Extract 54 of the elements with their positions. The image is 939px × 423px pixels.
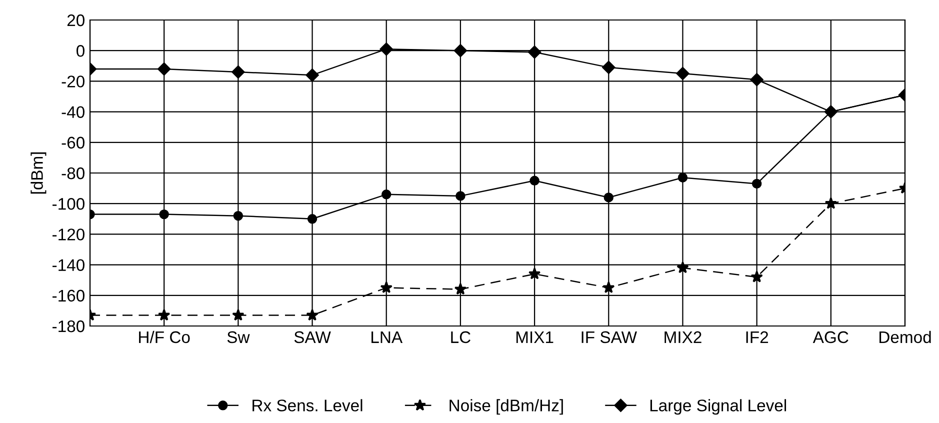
point [824, 197, 838, 209]
point [676, 261, 689, 274]
point [158, 62, 171, 76]
x-tick-label: AGC [812, 331, 848, 344]
x-tick-label: H/F Co [139, 330, 190, 344]
point [678, 172, 688, 182]
y-tick-label: -20 [62, 76, 84, 88]
point [602, 281, 615, 294]
x-tick-label: Sw [227, 331, 250, 344]
point [306, 308, 318, 321]
legend-label: Rx Sens. Level [252, 399, 362, 412]
x-tick-label: LC [451, 331, 470, 344]
point [232, 65, 245, 79]
y-tick-label: -160 [52, 290, 84, 302]
point [232, 308, 244, 321]
x-tick-label: LNA [372, 331, 403, 343]
point [456, 191, 466, 201]
y-tick-label: -80 [62, 167, 84, 180]
y-tick-label: 0 [76, 45, 84, 57]
point [307, 214, 318, 224]
point [528, 268, 541, 280]
point [380, 42, 393, 56]
point [158, 308, 170, 321]
point [752, 178, 762, 189]
y-tick-label: -40 [62, 106, 84, 118]
y-tick-label: -140 [52, 259, 84, 272]
point [528, 46, 542, 59]
legend-label: Large Signal Level [650, 399, 786, 415]
x-tick-label: IF2 [746, 331, 768, 343]
point [602, 60, 616, 74]
point [380, 281, 392, 294]
point [382, 190, 392, 200]
point [306, 68, 319, 82]
point [454, 44, 468, 58]
point [159, 209, 169, 220]
x-tick-label: MIX1 [516, 331, 554, 343]
point [750, 270, 763, 282]
point [530, 176, 540, 186]
y-tick-label: -180 [52, 320, 84, 332]
x-tick-label: Demod [880, 330, 931, 344]
point [233, 210, 244, 221]
point [604, 192, 614, 202]
point [676, 66, 690, 80]
y-tick-label: 20 [67, 14, 84, 26]
legend-label: Noise [dBm/Hz] [450, 399, 563, 415]
y-tick-label: -60 [62, 136, 84, 149]
x-tick-label: MIX2 [664, 331, 702, 343]
y-axis-title: [dBm] [30, 152, 46, 194]
y-tick-label: -100 [52, 198, 84, 210]
point [750, 73, 764, 86]
x-tick-label: IF SAW [582, 331, 637, 344]
x-tick-label: SAW [294, 331, 331, 344]
point [454, 282, 467, 295]
y-tick-label: -120 [52, 228, 84, 240]
